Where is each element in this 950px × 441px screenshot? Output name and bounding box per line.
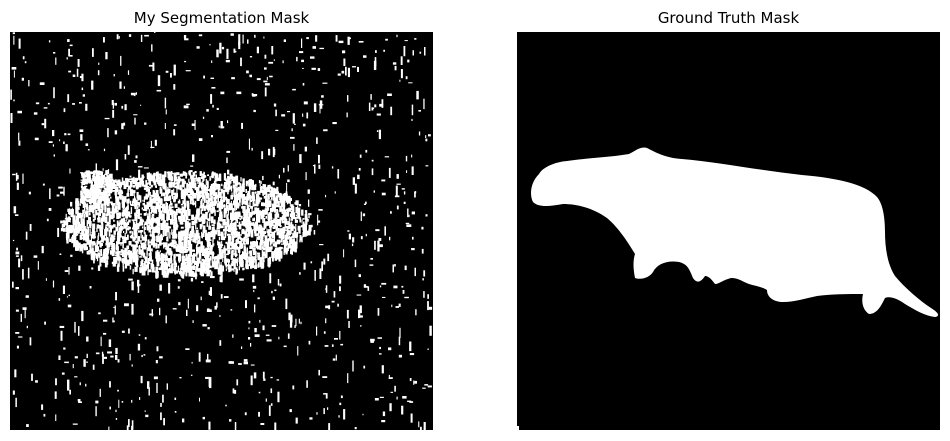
- segmentation-panel: My Segmentation Mask: [10, 0, 433, 441]
- ground-truth-mask-image: [517, 32, 940, 430]
- segmentation-mask-title: My Segmentation Mask: [133, 9, 310, 27]
- segmentation-mask-image: [10, 32, 433, 430]
- edge-pixel: [517, 426, 519, 430]
- ground-truth-canvas: [517, 147, 939, 430]
- segmentation-noise-canvas: [10, 32, 433, 430]
- ground-truth-panel: Ground Truth Mask: [517, 0, 940, 441]
- animal-silhouette: [531, 147, 939, 317]
- ground-truth-mask-title: Ground Truth Mask: [657, 9, 800, 27]
